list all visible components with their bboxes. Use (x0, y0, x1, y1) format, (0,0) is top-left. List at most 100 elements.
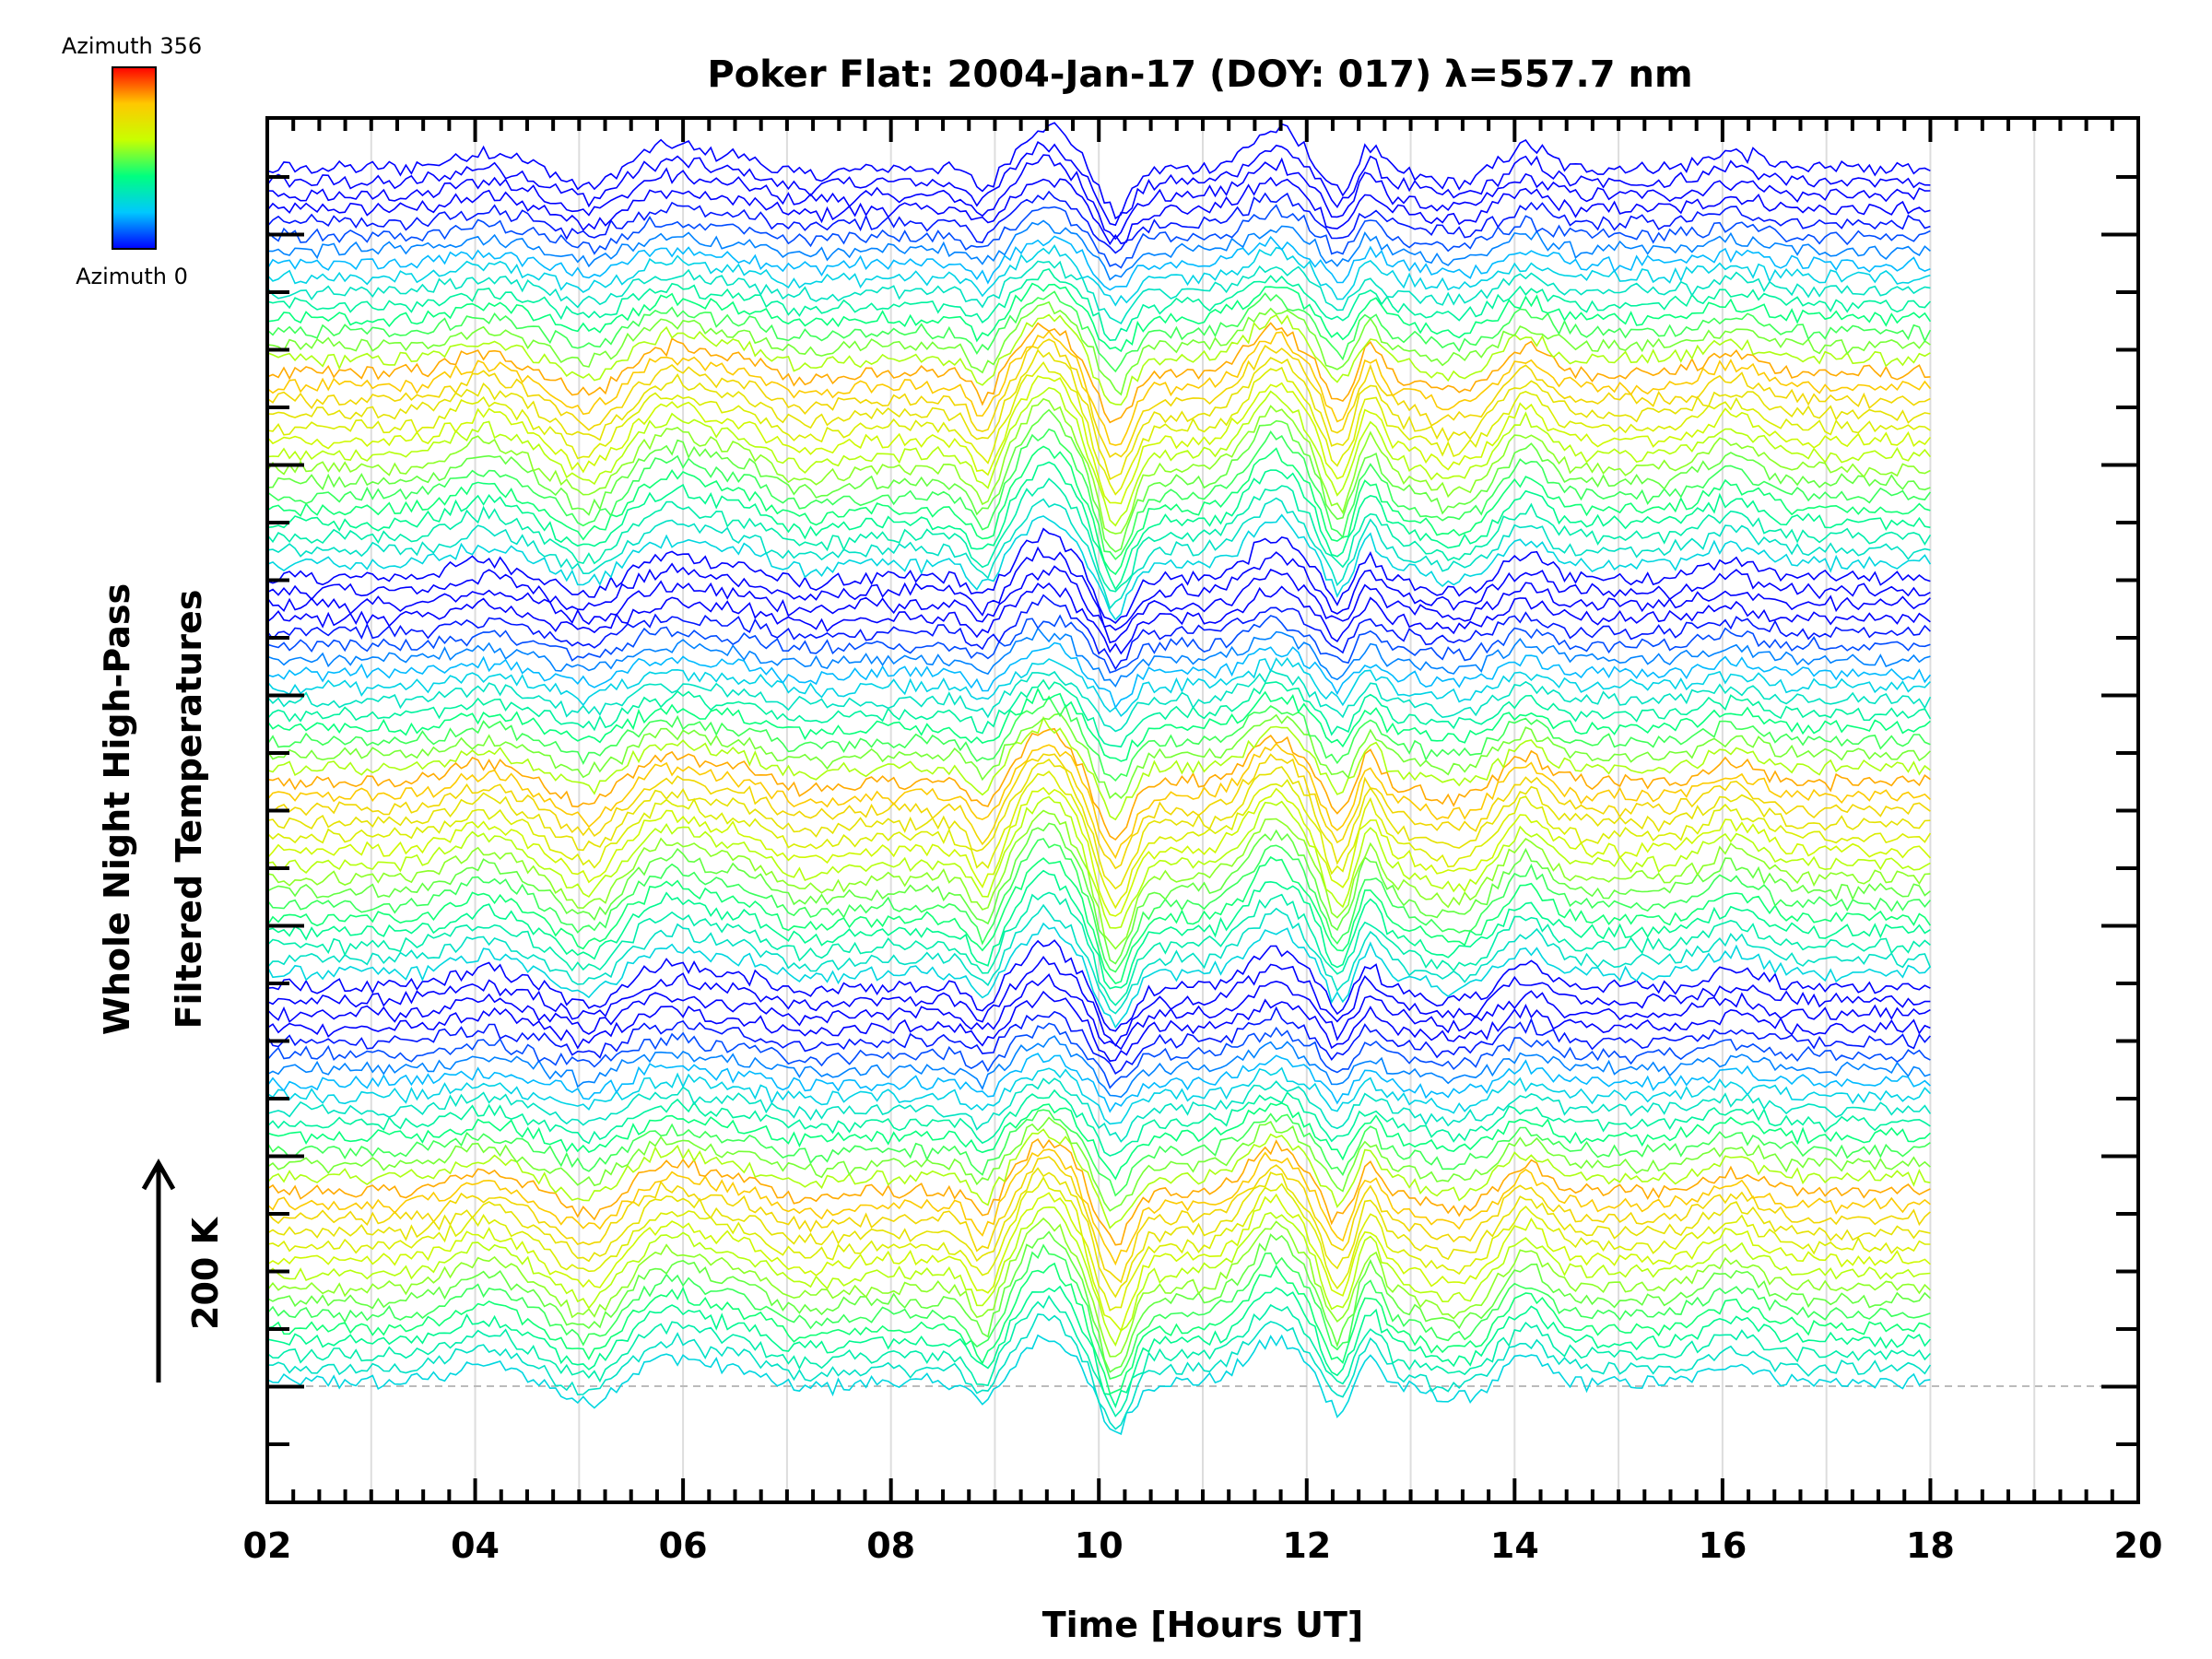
x-tick-label-18: 18 (1906, 1525, 1955, 1566)
trace-88 (267, 141, 1931, 227)
trace-52 (267, 641, 1932, 710)
trace-57 (267, 565, 1931, 644)
colorbar: Azimuth 356 Azimuth 0 (62, 33, 202, 289)
x-tick-label-10: 10 (1075, 1525, 1124, 1566)
trace-35 (267, 838, 1932, 973)
trace-44 (267, 727, 1931, 841)
trace-72 (267, 338, 1931, 458)
x-tick-label-04: 04 (451, 1525, 500, 1566)
x-tick-label-14: 14 (1490, 1525, 1539, 1566)
trace-22 (267, 1053, 1931, 1113)
trace-87 (267, 154, 1931, 241)
trace-34 (267, 855, 1932, 984)
x-tick-label-06: 06 (659, 1525, 708, 1566)
trace-55 (267, 594, 1931, 671)
trace-40 (267, 771, 1932, 910)
trace-31 (267, 903, 1932, 1015)
trace-2 (267, 1294, 1931, 1418)
y-axis-label-line-1: Whole Night High-Pass (97, 583, 137, 1035)
trace-8 (267, 1206, 1931, 1347)
trace-5 (267, 1243, 1931, 1380)
trace-42 (267, 753, 1931, 870)
trace-33 (267, 869, 1931, 990)
trace-14 (267, 1137, 1931, 1246)
trace-80 (267, 260, 1931, 324)
x-tick-labels: 02 04 06 08 10 12 14 16 18 20 (243, 1525, 2163, 1566)
trace-73 (267, 330, 1932, 446)
trace-83 (267, 219, 1931, 281)
trace-78 (267, 282, 1932, 353)
trace-70 (267, 361, 1931, 496)
trace-43 (267, 742, 1931, 860)
trace-4 (267, 1262, 1931, 1395)
trace-81 (267, 243, 1931, 307)
trace-56 (267, 582, 1931, 655)
trace-53 (267, 627, 1931, 688)
trace-77 (267, 290, 1932, 373)
trace-23 (267, 1035, 1931, 1099)
chart-title: Poker Flat: 2004-Jan-17 (DOY: 017) λ=557… (707, 53, 1692, 96)
x-tick-label-08: 08 (866, 1525, 915, 1566)
x-tick-label-02: 02 (243, 1525, 292, 1566)
trace-12 (267, 1156, 1931, 1284)
trace-65 (267, 428, 1932, 560)
trace-24 (267, 1022, 1931, 1089)
trace-68 (267, 386, 1932, 527)
trace-21 (267, 1066, 1931, 1125)
scale-arrow (141, 1158, 176, 1382)
trace-3 (267, 1285, 1932, 1409)
trace-50 (267, 669, 1932, 733)
trace-75 (267, 313, 1931, 406)
gridlines (370, 118, 2036, 1502)
trace-1 (267, 1313, 1932, 1430)
trace-58 (267, 546, 1931, 631)
trace-20 (267, 1077, 1932, 1143)
trace-62 (267, 477, 1932, 593)
trace-9 (267, 1192, 1931, 1333)
trace-6 (267, 1230, 1931, 1373)
trace-36 (267, 822, 1931, 965)
trace-84 (267, 204, 1931, 269)
colorbar-bottom-label: Azimuth 0 (76, 264, 188, 289)
x-tick-label-20: 20 (2114, 1525, 2163, 1566)
trace-11 (267, 1167, 1931, 1299)
trace-47 (267, 695, 1931, 782)
trace-67 (267, 397, 1931, 535)
trace-64 (267, 445, 1931, 576)
trace-37 (267, 809, 1931, 950)
trace-86 (267, 176, 1931, 246)
trace-25 (267, 1006, 1931, 1075)
trace-89 (267, 122, 1931, 220)
trace-69 (267, 375, 1932, 505)
trace-54 (267, 614, 1931, 674)
x-axis-label: Time [Hours UT] (1042, 1605, 1364, 1645)
trace-18 (267, 1102, 1931, 1181)
trace-76 (267, 300, 1931, 396)
colorbar-top-label: Azimuth 356 (62, 33, 202, 59)
trace-71 (267, 348, 1931, 481)
trace-32 (267, 891, 1931, 1006)
trace-30 (267, 922, 1931, 1030)
trace-17 (267, 1109, 1931, 1197)
trace-10 (267, 1176, 1931, 1312)
trace-29 (267, 939, 1931, 1032)
x-tick-label-16: 16 (1698, 1525, 1747, 1566)
temperature-traces (267, 122, 1932, 1436)
trace-41 (267, 758, 1931, 890)
trace-66 (267, 408, 1931, 553)
trace-85 (267, 190, 1931, 254)
trace-51 (267, 657, 1931, 718)
trace-59 (267, 527, 1931, 624)
trace-63 (267, 461, 1931, 591)
trace-49 (267, 678, 1932, 748)
trace-19 (267, 1088, 1931, 1157)
x-tick-label-12: 12 (1282, 1525, 1331, 1566)
axis-ticks (265, 118, 2140, 1502)
trace-28 (267, 956, 1931, 1047)
trace-27 (267, 973, 1931, 1051)
trace-79 (267, 267, 1931, 342)
trace-16 (267, 1116, 1931, 1212)
trace-7 (267, 1217, 1931, 1358)
trace-39 (267, 786, 1931, 917)
trace-82 (267, 235, 1931, 291)
